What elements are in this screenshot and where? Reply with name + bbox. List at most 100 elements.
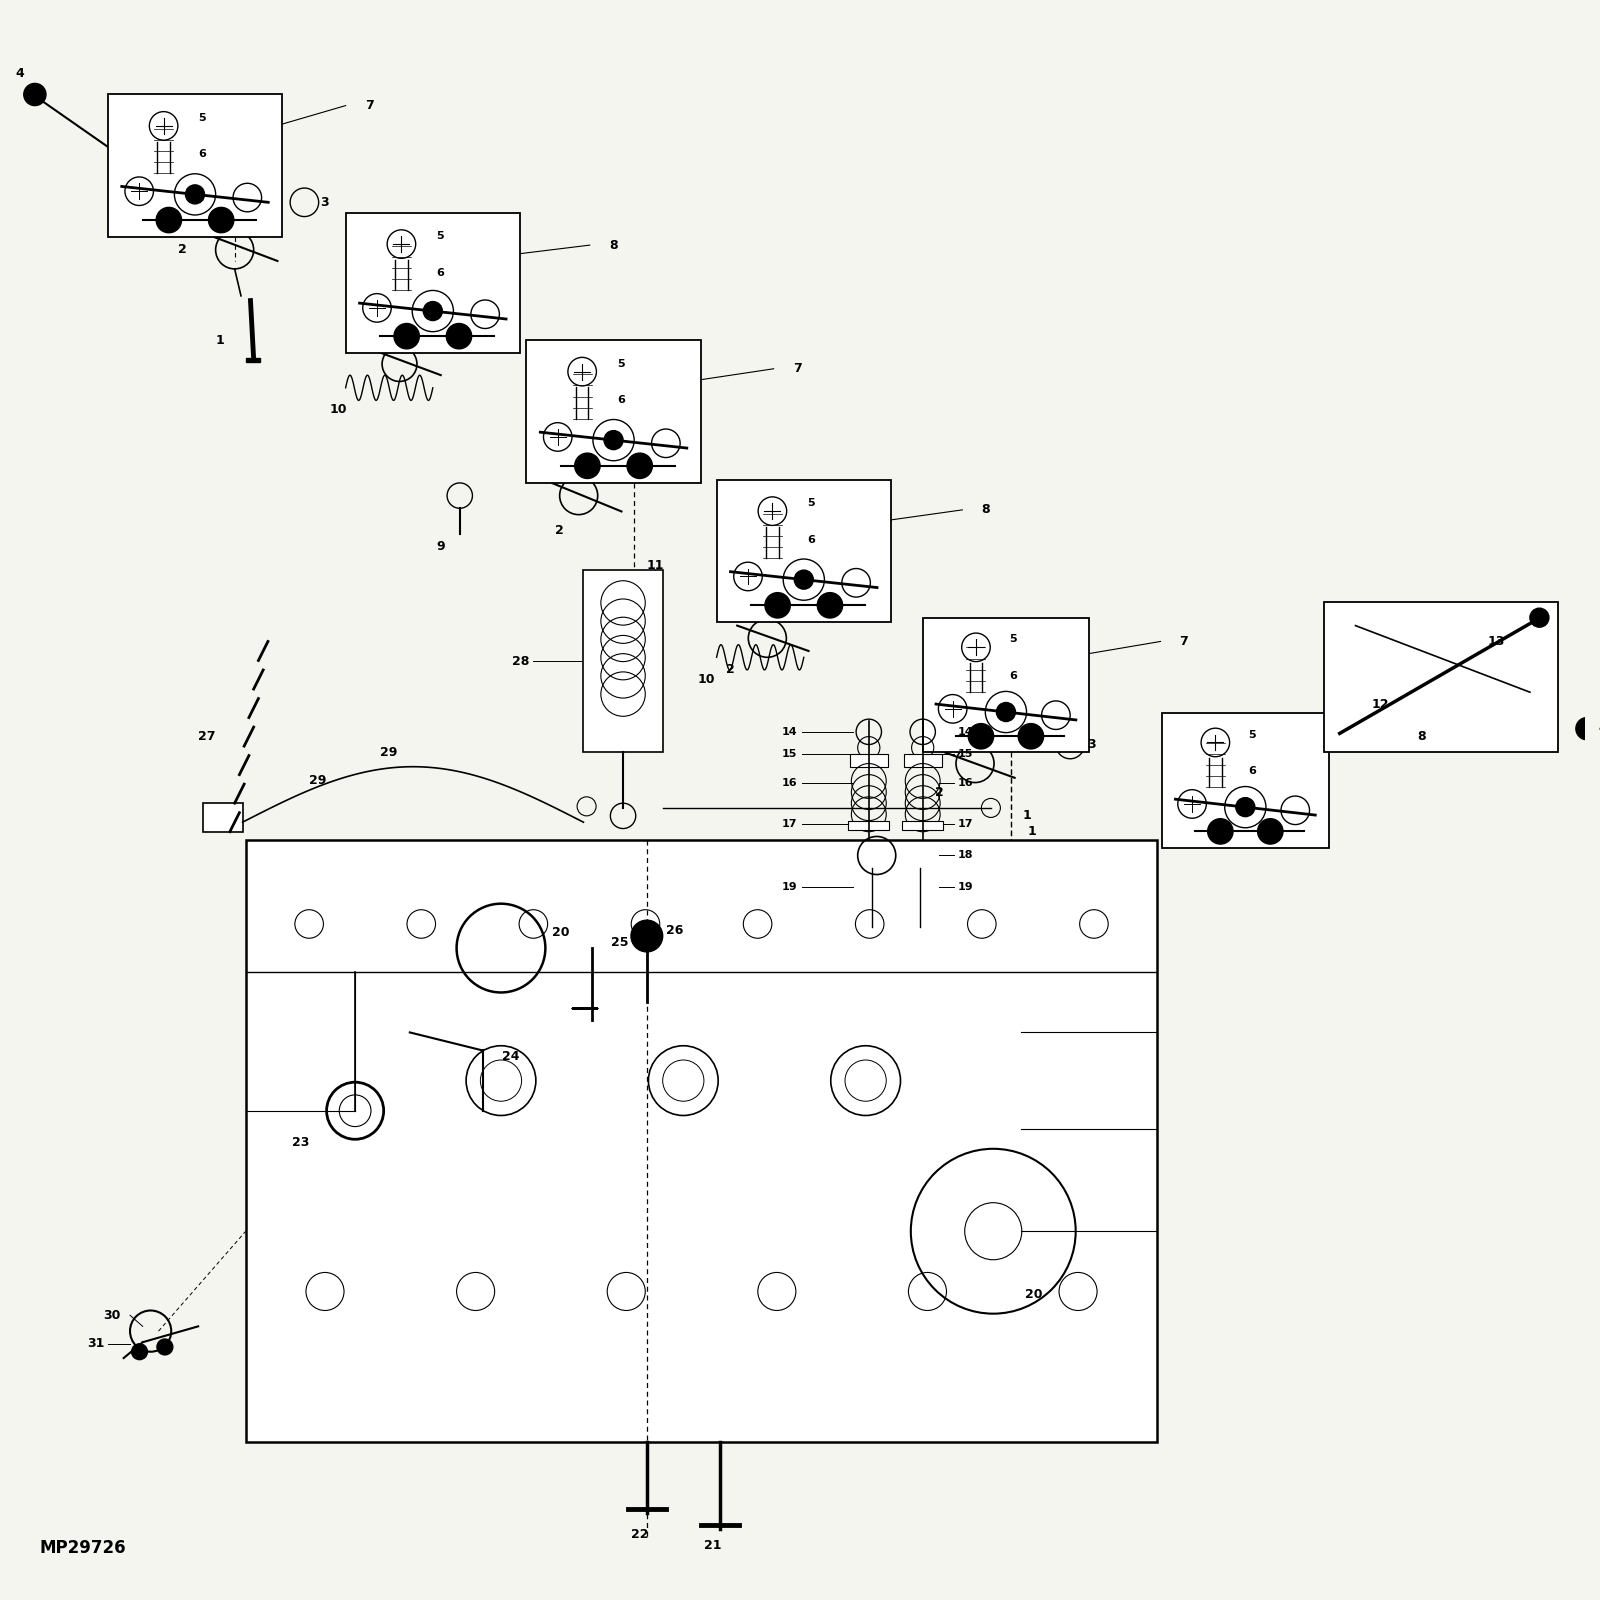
Bar bbox=[246, 840, 1157, 1442]
Bar bbox=[923, 618, 1090, 752]
Circle shape bbox=[424, 301, 442, 320]
Circle shape bbox=[208, 208, 234, 232]
Text: 25: 25 bbox=[611, 936, 629, 949]
Bar bbox=[848, 821, 890, 830]
Text: 2: 2 bbox=[936, 786, 944, 798]
Text: 3: 3 bbox=[320, 195, 330, 210]
Text: 19: 19 bbox=[957, 882, 973, 893]
Text: 2: 2 bbox=[178, 243, 186, 256]
Text: 14: 14 bbox=[957, 726, 973, 738]
Text: 20: 20 bbox=[552, 926, 570, 939]
Bar bbox=[902, 821, 944, 830]
Text: 6: 6 bbox=[437, 267, 445, 278]
Bar bbox=[1323, 602, 1558, 752]
Circle shape bbox=[630, 920, 662, 952]
Text: 6: 6 bbox=[808, 534, 814, 544]
Circle shape bbox=[574, 453, 600, 478]
Text: 12: 12 bbox=[1371, 698, 1389, 712]
Text: 6: 6 bbox=[618, 395, 626, 405]
Circle shape bbox=[186, 186, 205, 203]
Text: MP29726: MP29726 bbox=[40, 1539, 126, 1557]
Text: 6: 6 bbox=[198, 149, 206, 160]
Text: 9: 9 bbox=[435, 539, 445, 554]
Text: 3: 3 bbox=[1088, 738, 1096, 750]
Text: 15: 15 bbox=[781, 749, 797, 758]
Text: 30: 30 bbox=[102, 1309, 120, 1322]
Circle shape bbox=[627, 453, 653, 478]
Text: 22: 22 bbox=[630, 1528, 648, 1541]
Bar bbox=[584, 570, 662, 752]
Circle shape bbox=[997, 702, 1016, 722]
Text: 8: 8 bbox=[1418, 730, 1426, 742]
Text: 20: 20 bbox=[1026, 1288, 1043, 1301]
Text: 17: 17 bbox=[781, 819, 797, 829]
Circle shape bbox=[24, 83, 46, 106]
Text: 5: 5 bbox=[618, 358, 624, 368]
Text: 6: 6 bbox=[1010, 670, 1018, 682]
Circle shape bbox=[605, 430, 622, 450]
Text: 1: 1 bbox=[1022, 810, 1032, 822]
Text: 16: 16 bbox=[781, 778, 797, 787]
Text: 7: 7 bbox=[1179, 635, 1189, 648]
Text: 24: 24 bbox=[502, 1050, 520, 1062]
Circle shape bbox=[157, 1339, 173, 1355]
Text: 5: 5 bbox=[198, 114, 206, 123]
Text: 15: 15 bbox=[957, 749, 973, 758]
Text: 31: 31 bbox=[86, 1338, 104, 1350]
Circle shape bbox=[765, 592, 790, 618]
Text: 13: 13 bbox=[1488, 635, 1506, 648]
Bar bbox=[203, 803, 243, 832]
Text: 2: 2 bbox=[555, 523, 563, 538]
Text: 1: 1 bbox=[216, 334, 224, 347]
Text: 16: 16 bbox=[957, 778, 973, 787]
Text: 1: 1 bbox=[1027, 826, 1037, 838]
Text: 26: 26 bbox=[666, 923, 683, 936]
Text: 6: 6 bbox=[1248, 766, 1256, 776]
Text: 5: 5 bbox=[1010, 634, 1018, 645]
Circle shape bbox=[1018, 723, 1043, 749]
Circle shape bbox=[1576, 717, 1598, 739]
Bar bbox=[526, 341, 701, 483]
Text: 14: 14 bbox=[781, 726, 797, 738]
Bar bbox=[246, 358, 261, 363]
Circle shape bbox=[794, 570, 813, 589]
Text: 4: 4 bbox=[16, 67, 24, 80]
Text: 5: 5 bbox=[808, 498, 814, 509]
Circle shape bbox=[968, 723, 994, 749]
Text: 7: 7 bbox=[365, 99, 373, 112]
Text: 18: 18 bbox=[957, 851, 973, 861]
Text: 17: 17 bbox=[957, 819, 973, 829]
Text: 29: 29 bbox=[381, 746, 398, 758]
Text: 11: 11 bbox=[646, 558, 664, 571]
Circle shape bbox=[157, 208, 181, 232]
Text: 4: 4 bbox=[1598, 722, 1600, 734]
Text: 8: 8 bbox=[981, 504, 990, 517]
Circle shape bbox=[394, 323, 419, 349]
Bar bbox=[904, 754, 942, 766]
Text: 27: 27 bbox=[198, 730, 216, 742]
Text: 19: 19 bbox=[781, 882, 797, 893]
Text: 7: 7 bbox=[792, 362, 802, 376]
Circle shape bbox=[1208, 819, 1234, 845]
Text: 5: 5 bbox=[437, 230, 443, 242]
Bar bbox=[850, 754, 888, 766]
Circle shape bbox=[1258, 819, 1283, 845]
Circle shape bbox=[1235, 798, 1254, 816]
Circle shape bbox=[818, 592, 843, 618]
Text: 5: 5 bbox=[1248, 730, 1256, 739]
Text: 23: 23 bbox=[291, 1136, 309, 1149]
Bar bbox=[107, 94, 282, 237]
Bar bbox=[1162, 714, 1328, 848]
Text: 28: 28 bbox=[512, 654, 530, 667]
Bar bbox=[346, 213, 520, 354]
Circle shape bbox=[131, 1344, 147, 1360]
Text: 21: 21 bbox=[704, 1539, 722, 1552]
Text: 8: 8 bbox=[608, 238, 618, 251]
Bar bbox=[717, 480, 891, 622]
Text: 10: 10 bbox=[330, 403, 347, 416]
Circle shape bbox=[1530, 608, 1549, 627]
Circle shape bbox=[446, 323, 472, 349]
Text: 10: 10 bbox=[698, 674, 715, 686]
Text: 29: 29 bbox=[309, 774, 326, 787]
Text: 2: 2 bbox=[726, 664, 734, 677]
